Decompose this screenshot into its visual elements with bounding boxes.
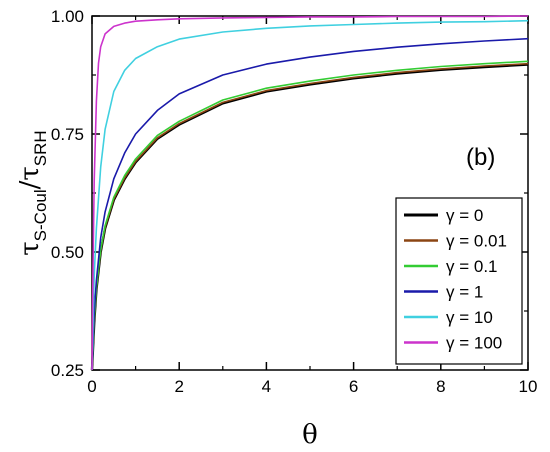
legend-label: γ = 1	[446, 283, 483, 302]
y-axis-label-main: τ	[15, 241, 45, 255]
x-tick-label: 2	[174, 377, 183, 396]
x-axis-label: θ	[302, 420, 318, 450]
axis-ticks: 0 2 4 6 8 10 0.25 0.50 0.75 1.00	[51, 7, 538, 396]
series-line-2	[91, 60, 529, 371]
legend-label: γ = 0	[446, 206, 483, 225]
series-lines	[90, 15, 529, 371]
x-tick-label: 6	[349, 377, 358, 396]
x-tick-label: 4	[262, 377, 271, 396]
y-tick-label: 0.50	[51, 243, 84, 262]
x-tick-label: 8	[436, 377, 445, 396]
y-tick-label: 0.25	[51, 361, 84, 380]
y-tick-label: 1.00	[51, 7, 84, 26]
legend-label: γ = 100	[446, 334, 502, 353]
y-axis-label: τS-Coul/τSRH	[15, 130, 50, 255]
x-tick-label: 0	[87, 377, 96, 396]
series-line-3	[91, 37, 529, 371]
series-line-5	[91, 15, 529, 371]
legend-label: γ = 0.1	[446, 257, 498, 276]
panel-label: (b)	[466, 144, 495, 171]
legend-label: γ = 10	[446, 308, 493, 327]
y-tick-label: 0.75	[51, 125, 84, 144]
series-line-4	[91, 19, 529, 371]
legend-box	[395, 197, 523, 365]
y-axis-label-sub2: SRH	[31, 130, 50, 166]
y-axis-label-slash: /τ	[15, 166, 45, 189]
legend: γ = 0 γ = 0.01 γ = 0.1 γ = 1 γ = 10 γ = 100	[395, 197, 523, 365]
x-tick-label: 10	[519, 377, 538, 396]
legend-label: γ = 0.01	[446, 232, 507, 251]
y-axis-label-sub1: S-Coul	[31, 189, 50, 241]
